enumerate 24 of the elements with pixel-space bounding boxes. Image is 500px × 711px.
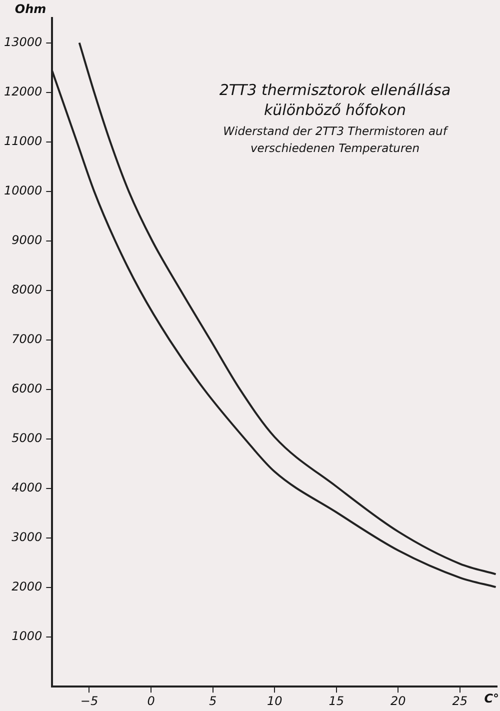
text: Widerstand der 2TT3 Thermistoren auf verschiedenen Temperaturen	[222, 123, 450, 157]
y-tick-label: 13000	[4, 34, 43, 49]
text: 2TT3 thermisztorok ellenállása különböző hőfokon	[218, 80, 452, 120]
y-tick-label: 6000	[12, 382, 43, 396]
x-axis-title: C°	[484, 692, 499, 706]
x-tick-label: 10	[266, 694, 283, 708]
x-tick-label: 20	[390, 694, 406, 708]
y-tick-label: 3000	[12, 530, 43, 544]
y-tick-label: 12000	[4, 84, 43, 98]
y-tick-label: 2000	[12, 580, 43, 594]
y-tick-label: 5000	[12, 431, 43, 446]
y-tick-label: 10000	[4, 183, 43, 198]
y-tick-label: 9000	[12, 232, 43, 247]
y-tick-label: 8000	[12, 282, 43, 297]
y-tick-label: 1000	[12, 629, 43, 644]
y-tick-label: 11000	[4, 134, 43, 148]
y-tick-label: 7000	[12, 332, 43, 346]
y-tick-label: 4000	[12, 480, 43, 495]
x-tick-label: −5	[80, 694, 98, 708]
x-tick-label: 25	[452, 694, 468, 708]
x-tick-label: 0	[147, 694, 156, 708]
x-tick-label: 15	[328, 694, 344, 708]
x-tick-label: 5	[208, 694, 217, 708]
y-axis-title: Ohm	[14, 2, 46, 16]
